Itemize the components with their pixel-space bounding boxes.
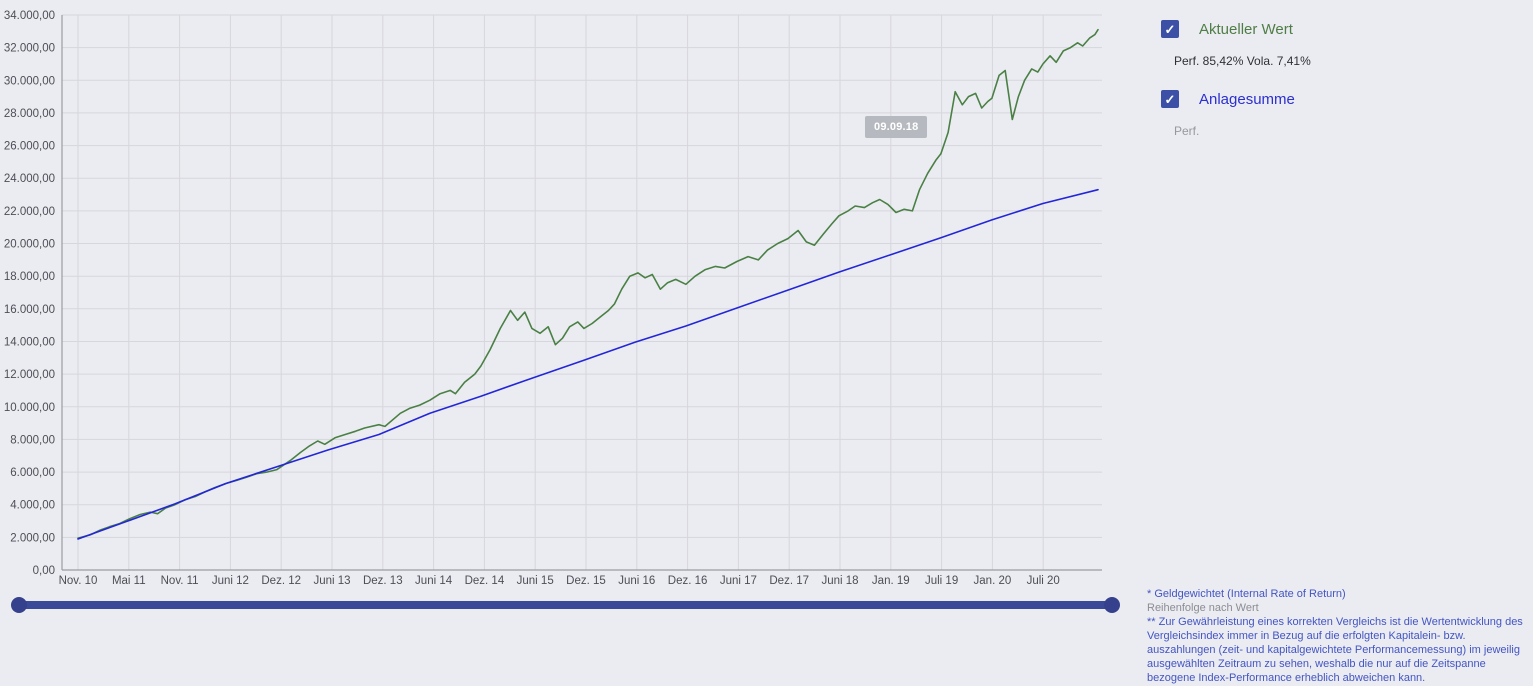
y-tick-label: 16.000,00 — [4, 304, 55, 316]
y-tick-label: 18.000,00 — [4, 271, 55, 283]
y-tick-label: 30.000,00 — [4, 75, 55, 87]
x-tick-label: Dez. 15 — [566, 575, 606, 587]
aktueller-wert-checkbox[interactable]: ✓ — [1161, 20, 1179, 38]
y-tick-label: 8.000,00 — [10, 434, 55, 446]
checkmark-icon: ✓ — [1164, 91, 1176, 107]
slider-track[interactable] — [18, 601, 1113, 609]
x-tick-label: Juni 12 — [212, 575, 249, 587]
date-tooltip: 09.09.18 — [865, 116, 928, 138]
x-tick-label: Juni 13 — [313, 575, 350, 587]
x-tick-label: Dez. 13 — [363, 575, 403, 587]
y-tick-label: 10.000,00 — [4, 402, 55, 414]
time-range-slider[interactable] — [0, 594, 1125, 616]
y-tick-label: 32.000,00 — [4, 43, 55, 55]
x-tick-label: Dez. 12 — [261, 575, 301, 587]
x-tick-label: Jan. 19 — [872, 575, 910, 587]
footnote-geldgewichtet: * Geldgewichtet (Internal Rate of Return… — [1147, 588, 1346, 600]
y-tick-label: 34.000,00 — [4, 10, 55, 22]
x-tick-label: Juli 19 — [925, 575, 958, 587]
y-tick-label: 20.000,00 — [4, 239, 55, 251]
legend-row-anlagesumme: ✓ Anlagesumme — [1161, 90, 1501, 108]
x-tick-label: Juni 18 — [821, 575, 858, 587]
y-tick-label: 6.000,00 — [10, 467, 55, 479]
x-tick-label: Dez. 16 — [668, 575, 708, 587]
checkmark-icon: ✓ — [1164, 21, 1176, 37]
x-tick-label: Juni 17 — [720, 575, 757, 587]
y-tick-label: 4.000,00 — [10, 500, 55, 512]
x-tick-label: Dez. 14 — [465, 575, 505, 587]
y-tick-label: 12.000,00 — [4, 369, 55, 381]
y-tick-label: 14.000,00 — [4, 337, 55, 349]
x-tick-label: Juli 20 — [1027, 575, 1060, 587]
chart-legend: ✓ Aktueller Wert Perf. 85,42% Vola. 7,41… — [1161, 20, 1501, 138]
anlagesumme-checkbox[interactable]: ✓ — [1161, 90, 1179, 108]
series-line-anlagesumme — [77, 188, 1099, 540]
footnote-reihenfolge: Reihenfolge nach Wert — [1147, 602, 1259, 614]
aktueller-wert-label[interactable]: Aktueller Wert — [1199, 20, 1293, 38]
slider-handle-start[interactable] — [11, 597, 27, 613]
y-tick-label: 2.000,00 — [10, 532, 55, 544]
x-tick-label: Nov. 10 — [59, 575, 98, 587]
x-tick-label: Dez. 17 — [769, 575, 809, 587]
y-tick-label: 24.000,00 — [4, 173, 55, 185]
series-line-aktueller-wert — [77, 28, 1099, 540]
x-tick-label: Juni 14 — [415, 575, 453, 587]
performance-chart[interactable]: Nov. 10 Mai 11 Nov. 11 Juni 12 Dez. 12 Juni 1… — [0, 0, 1115, 592]
anlagesumme-stats: Perf. — [1174, 124, 1200, 138]
x-tick-label: Juni 15 — [517, 575, 554, 587]
x-tick-label: Mai 11 — [112, 575, 146, 587]
x-tick-label: Nov. 11 — [161, 575, 199, 587]
aktueller-wert-stats: Perf. 85,42% Vola. 7,41% — [1174, 54, 1311, 68]
y-tick-label: 22.000,00 — [4, 206, 55, 218]
gridlines — [62, 14, 1102, 571]
chart-canvas[interactable]: Nov. 10 Mai 11 Nov. 11 Juni 12 Dez. 12 Juni 1… — [0, 0, 1115, 592]
y-tick-label: 0,00 — [33, 565, 55, 577]
y-tick-label: 28.000,00 — [4, 108, 55, 120]
x-tick-label: Jan. 20 — [974, 575, 1012, 587]
legend-row-aktueller-wert: ✓ Aktueller Wert — [1161, 20, 1501, 38]
footnotes: * Geldgewichtet (Internal Rate of Return… — [1147, 587, 1529, 685]
footnote-vergleichsindex: ** Zur Gewährleistung eines korrekten Ve… — [1147, 616, 1523, 684]
anlagesumme-label[interactable]: Anlagesumme — [1199, 90, 1295, 108]
y-tick-label: 26.000,00 — [4, 141, 55, 153]
slider-handle-end[interactable] — [1104, 597, 1120, 613]
x-tick-label: Juni 16 — [618, 575, 655, 587]
